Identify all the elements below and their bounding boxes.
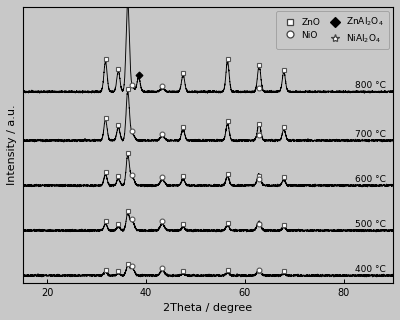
Text: 500 °C: 500 °C <box>355 220 386 229</box>
Text: 600 °C: 600 °C <box>355 175 386 184</box>
Text: 700 °C: 700 °C <box>355 130 386 139</box>
X-axis label: 2Theta / degree: 2Theta / degree <box>163 303 252 313</box>
Text: 400 °C: 400 °C <box>355 265 386 274</box>
Y-axis label: Intensity / a.u.: Intensity / a.u. <box>7 104 17 185</box>
Text: 800 °C: 800 °C <box>355 81 386 90</box>
Legend: ZnO, NiO, ZnAl$_2$O$_4$, NiAl$_2$O$_4$: ZnO, NiO, ZnAl$_2$O$_4$, NiAl$_2$O$_4$ <box>276 12 388 49</box>
